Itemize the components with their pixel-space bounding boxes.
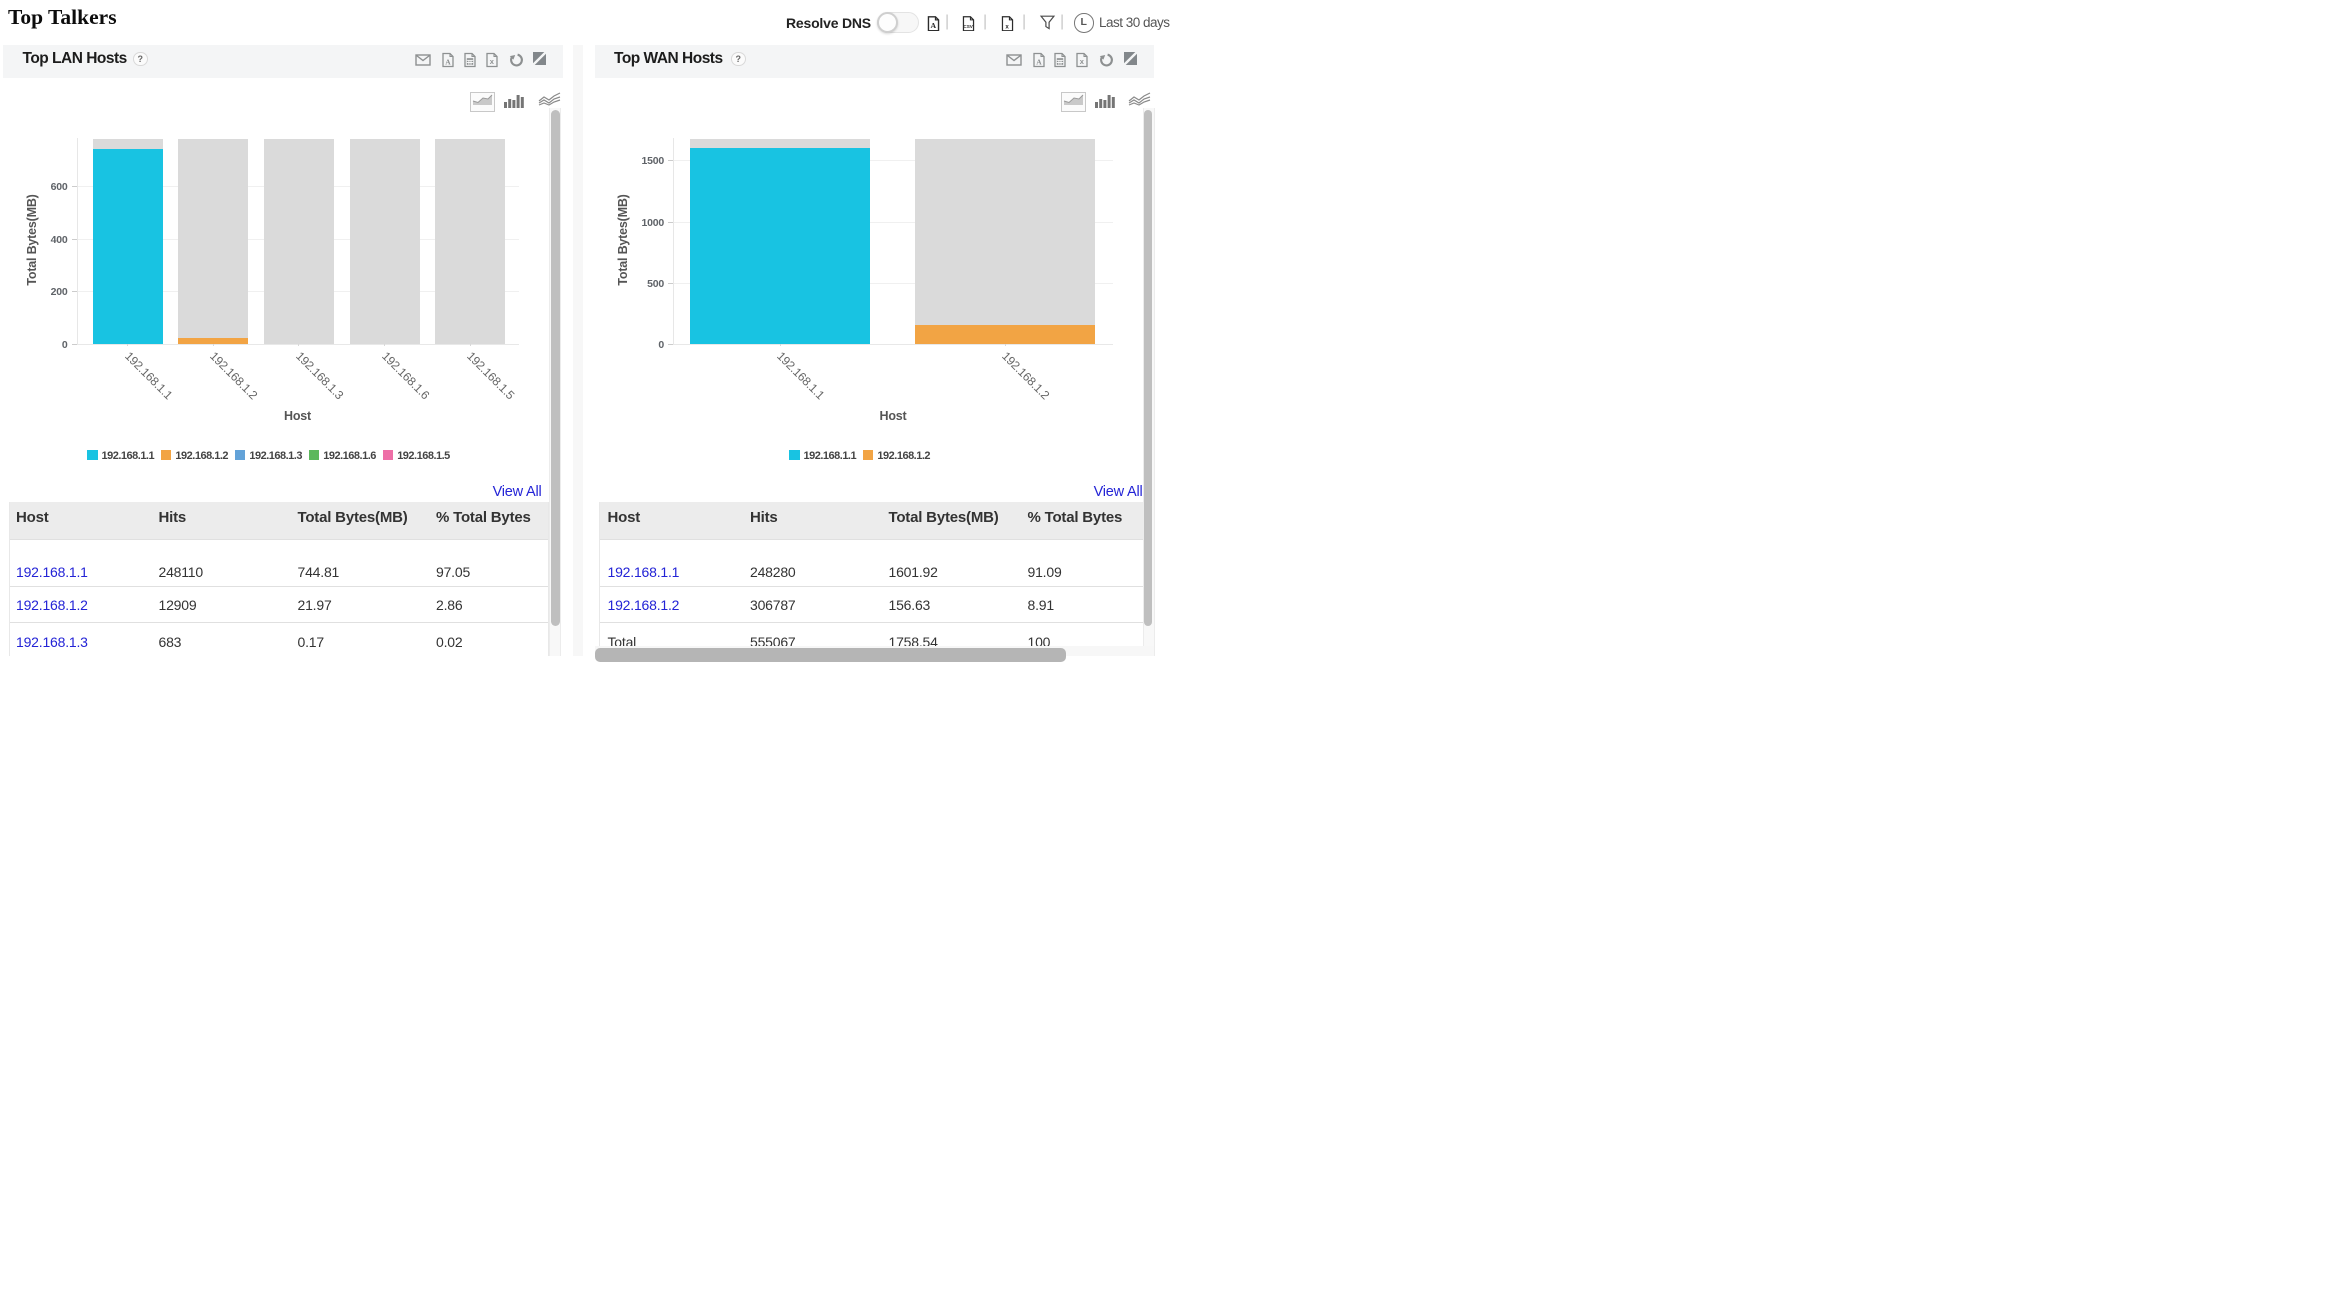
svg-text:x: x [1080,57,1085,66]
svg-text:A: A [445,57,451,66]
svg-text:CSV: CSV [963,24,973,29]
svg-text:A: A [1036,57,1042,66]
svg-text:x: x [1005,23,1009,30]
svg-text:x: x [489,57,494,66]
svg-text:A: A [930,21,936,30]
